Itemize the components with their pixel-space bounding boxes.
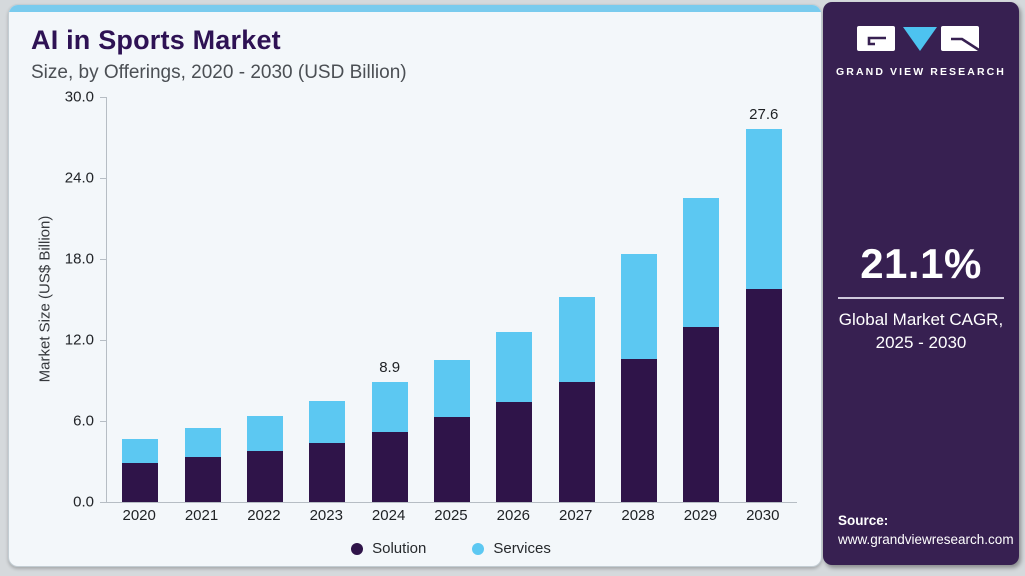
bar-value-label: 8.9 <box>379 358 401 376</box>
legend-item-services: Services <box>472 540 551 557</box>
legend-label: Services <box>493 540 551 557</box>
bar-2023-solution <box>309 442 346 502</box>
source-url[interactable]: www.grandviewresearch.com <box>838 532 1014 547</box>
bar-column-2025 <box>421 97 483 502</box>
bar-2030-services <box>745 129 782 289</box>
y-axis-tick-label: 12.0 <box>64 331 94 349</box>
page-title: AI in Sports Market <box>31 25 281 55</box>
bar-2028-solution <box>621 358 658 502</box>
bar-column-2030: 27.6 <box>733 97 795 502</box>
gvr-logo-icon <box>857 26 980 52</box>
bar-2029-services <box>683 198 720 327</box>
legend: Solution Services <box>106 540 796 557</box>
x-axis-tick-label: 2025 <box>434 507 468 524</box>
source-label: Source: <box>838 513 889 528</box>
bar-column-2024: 8.9 <box>358 97 420 502</box>
x-axis-tick-label: 2029 <box>683 507 718 524</box>
legend-label: Solution <box>372 540 427 557</box>
bar-2022-services <box>246 415 283 451</box>
bar-2024-solution <box>371 431 408 502</box>
bar-column-2027 <box>546 97 608 502</box>
bar-2020-services <box>122 438 159 463</box>
cagr-block: 21.1% Global Market CAGR, 2025 - 2030 <box>823 240 1019 354</box>
accent-strip <box>9 5 821 12</box>
bar-2029-solution <box>683 326 720 502</box>
bar-column-2020 <box>109 97 171 502</box>
bar-2026-solution <box>496 402 533 502</box>
brand-name: GRAND VIEW RESEARCH <box>836 66 1006 78</box>
y-axis-tick-label: 30.0 <box>64 88 94 106</box>
x-axis-tick-label: 2022 <box>247 507 281 524</box>
bar-2025-solution <box>433 416 470 502</box>
gvr-logo: GRAND VIEW RESEARCH <box>823 24 1019 78</box>
bar-2027-solution <box>558 381 595 502</box>
bar-2025-services <box>433 360 470 417</box>
logo-v-triangle-icon <box>903 27 937 51</box>
chart-card: AI in Sports Market Size, by Offerings, … <box>8 4 822 567</box>
bar-series: 8.9 27.6 <box>107 97 797 502</box>
legend-swatch-icon <box>472 542 485 555</box>
legend-item-solution: Solution <box>351 540 426 557</box>
x-axis-tick-label: 2021 <box>184 507 219 524</box>
bar-2020-solution <box>122 462 159 502</box>
x-axis-tick-label: 2023 <box>309 507 343 524</box>
bar-column-2028 <box>608 97 670 502</box>
y-axis-tick-mark <box>100 502 107 503</box>
cagr-caption-line1: Global Market CAGR, <box>838 310 1004 329</box>
y-axis-tick-label: 6.0 <box>73 412 94 430</box>
bar-2027-services <box>558 296 595 382</box>
y-axis-title: Market Size (US$ Billion) <box>36 215 54 383</box>
y-axis-tick-mark <box>100 259 107 260</box>
bar-2028-services <box>621 253 658 359</box>
bar-value-label: 27.6 <box>749 106 779 124</box>
bar-2021-solution <box>184 457 221 502</box>
plot-area: 0.0 6.0 12.0 18.0 24.0 30.0 8.9 27.6 <box>65 89 797 511</box>
y-axis-tick-label: 18.0 <box>64 250 94 268</box>
x-axis-tick-label: 2026 <box>496 507 531 524</box>
bar-2030-solution <box>745 288 782 502</box>
bar-column-2026 <box>483 97 545 502</box>
x-axis-tick-label: 2024 <box>371 507 406 524</box>
logo-g-glyph <box>867 36 886 46</box>
y-axis-tick-mark <box>100 178 107 179</box>
cagr-caption-line2: 2025 - 2030 <box>875 333 967 352</box>
cagr-value: 21.1% <box>860 240 982 287</box>
bar-2021-services <box>184 427 221 458</box>
page-subtitle: Size, by Offerings, 2020 - 2030 (USD Bil… <box>31 62 407 83</box>
x-axis-tick-label: 2027 <box>559 507 593 524</box>
source-block: Source: www.grandviewresearch.com <box>838 511 1014 549</box>
x-axis-tick-label: 2028 <box>621 507 655 524</box>
bar-column-2022 <box>234 97 296 502</box>
x-axis-tick-label: 2020 <box>122 507 156 524</box>
bar-column-2029 <box>670 97 732 502</box>
bar-column-2023 <box>296 97 358 502</box>
y-axis-tick-mark <box>100 421 107 422</box>
bar-column-2021 <box>171 97 233 502</box>
logo-r-glyph <box>951 37 980 52</box>
y-axis-tick-label: 0.0 <box>73 493 94 511</box>
y-axis-tick-mark <box>100 97 107 98</box>
y-axis-tick-label: 24.0 <box>64 169 94 187</box>
bar-2022-solution <box>246 450 283 502</box>
sidebar: GRAND VIEW RESEARCH 21.1% Global Market … <box>823 2 1019 565</box>
y-axis-tick-mark <box>100 340 107 341</box>
bar-2024-services <box>371 381 408 432</box>
x-axis-tick-label: 2030 <box>746 507 780 524</box>
legend-swatch-icon <box>351 542 364 555</box>
cagr-divider <box>838 297 1004 299</box>
bar-2026-services <box>496 331 533 403</box>
x-axis: 2020 2021 2022 2023 2024 2025 2026 2027 2028 2029… <box>106 507 796 524</box>
bar-2023-services <box>309 400 346 443</box>
